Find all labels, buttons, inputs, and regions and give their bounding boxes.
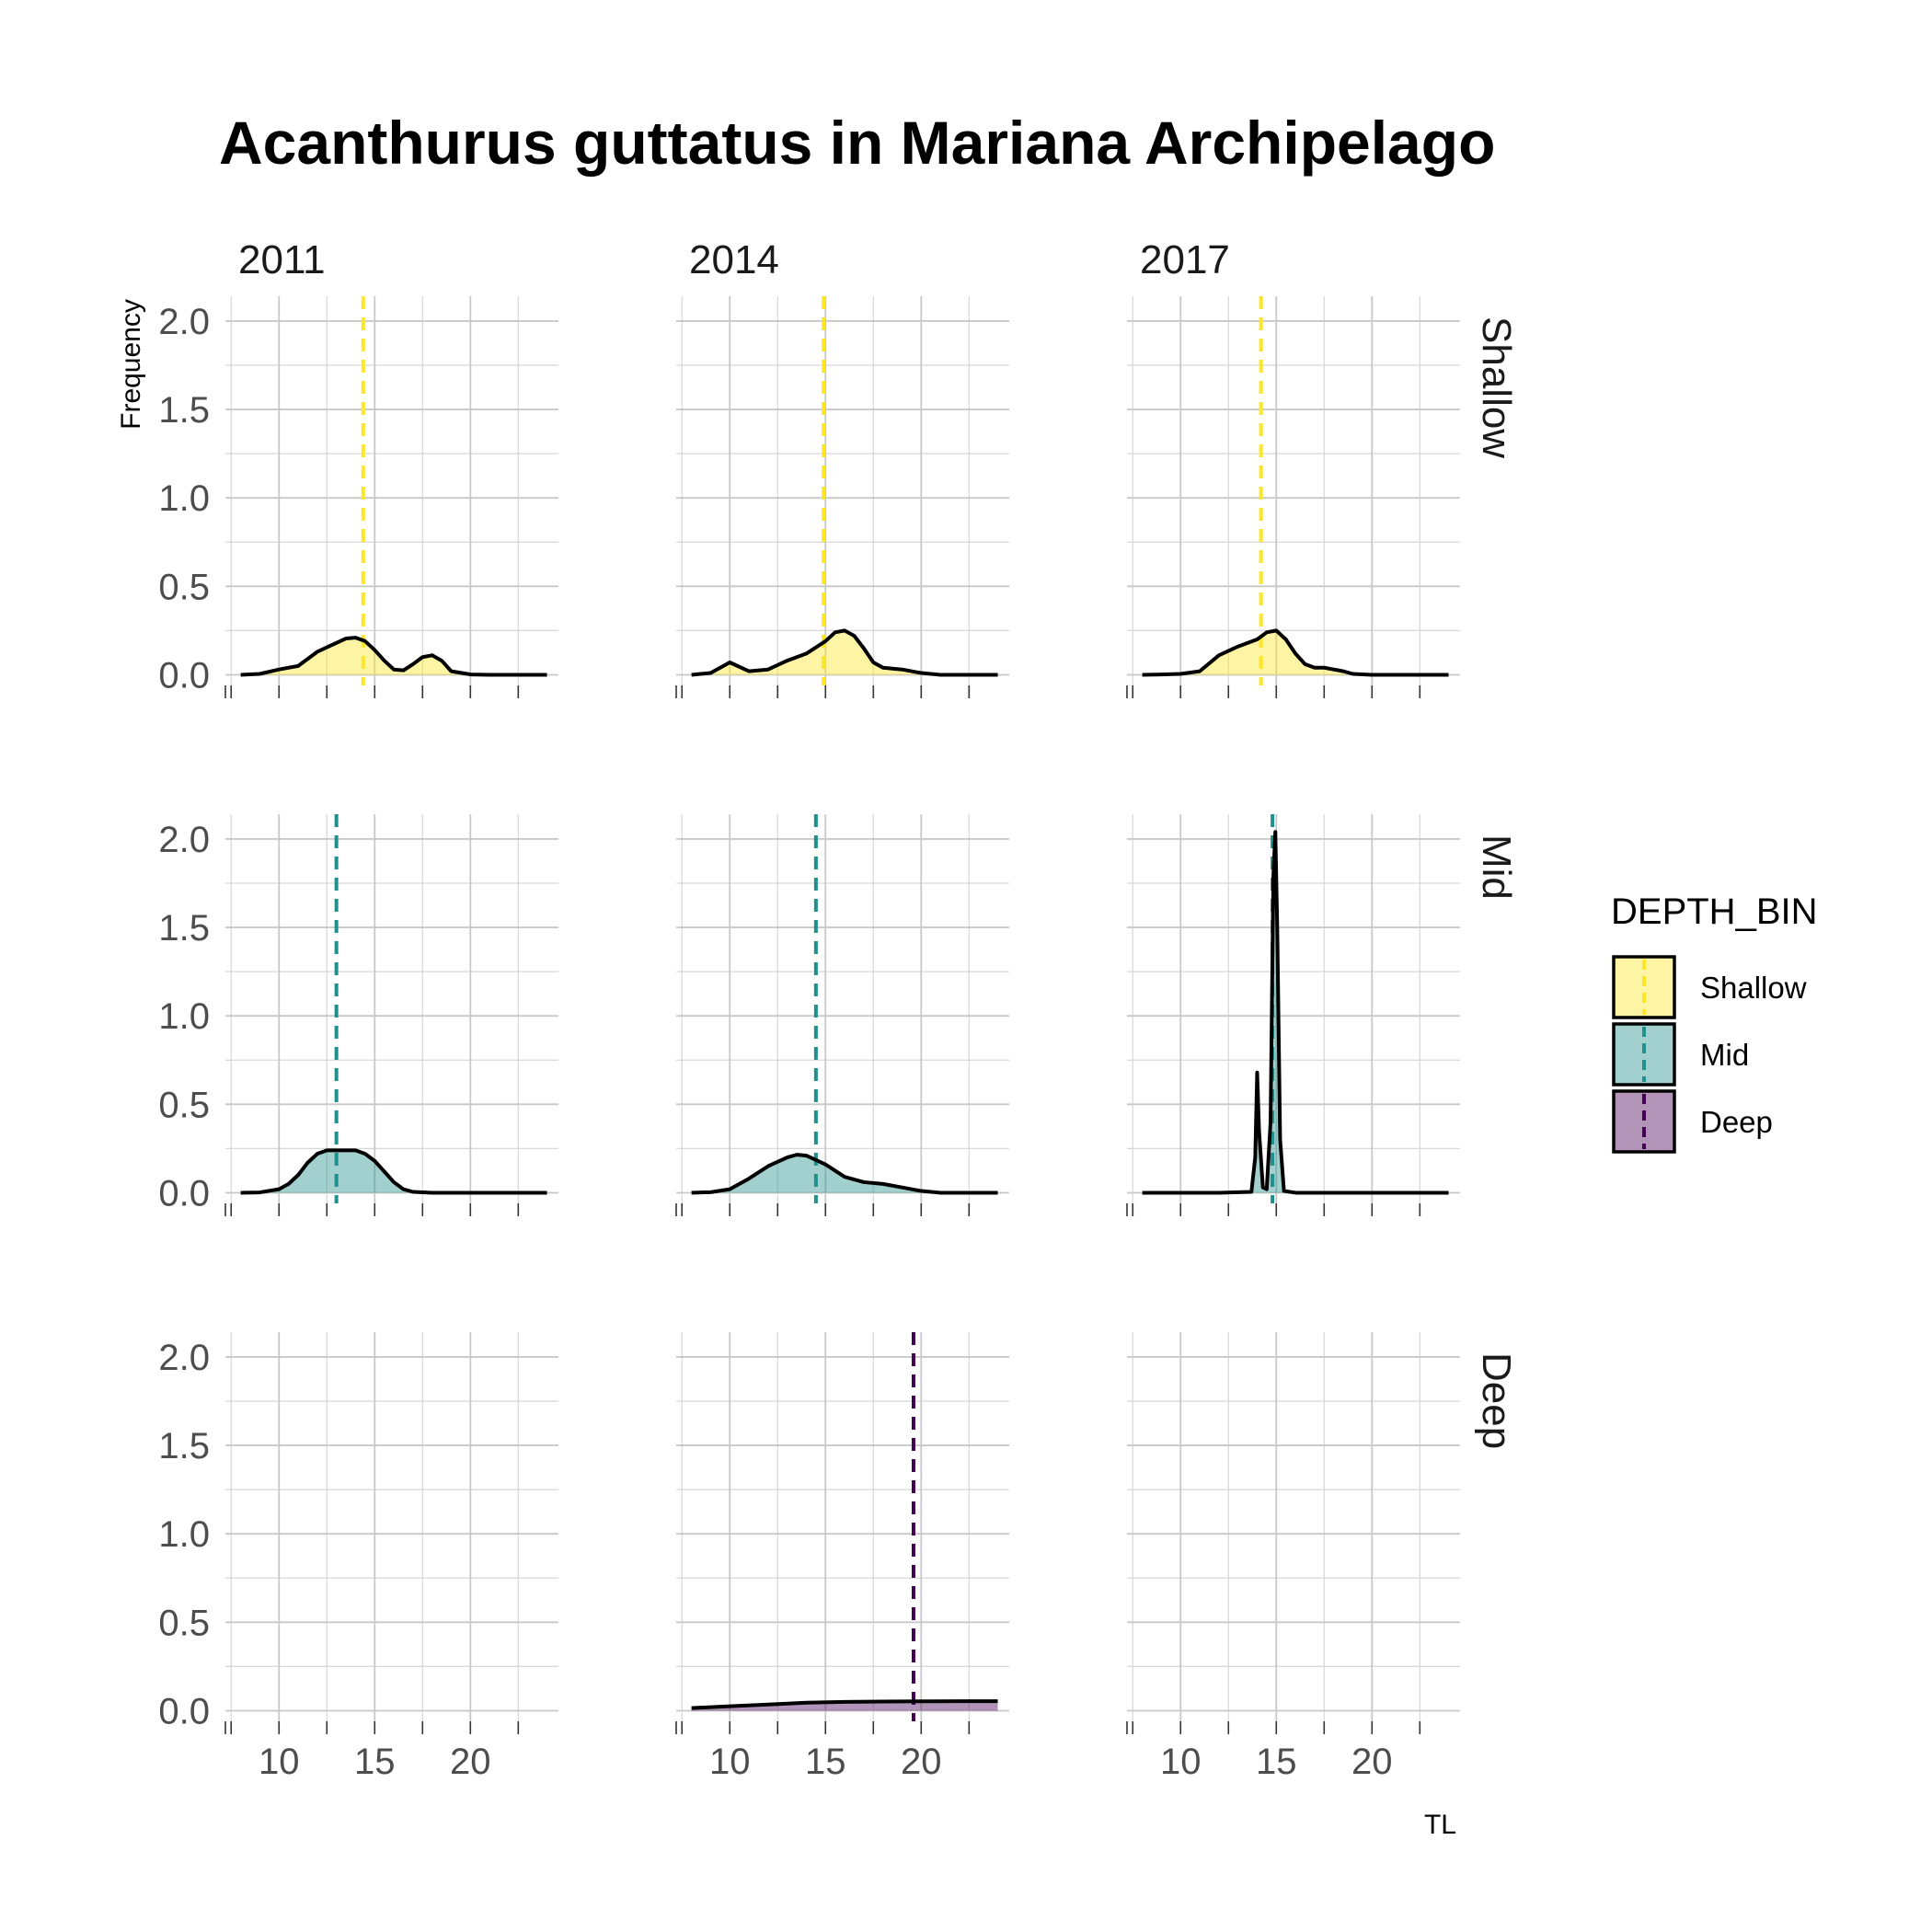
y-tick-label: 0.5 (158, 1085, 210, 1125)
facet-strip-mid: Mid (1474, 834, 1519, 900)
y-tick-label: 2.0 (158, 1338, 210, 1378)
panel-mid-2011: 0.0 0.5 1.0 1.5 2.0 (158, 814, 558, 1216)
density-area-shallow-2017 (1142, 630, 1449, 675)
y-tick-label: 1.5 (158, 1426, 210, 1466)
density-line-mid-2017 (1142, 830, 1449, 1195)
panel-shallow-2014 (675, 296, 1009, 698)
density-area-mid-2011 (240, 1150, 547, 1193)
y-tick-label: 1.0 (158, 996, 210, 1037)
density-area-mid-2017 (1142, 832, 1449, 1193)
density-area-mid-2014 (691, 1155, 998, 1193)
legend-title: DEPTH_BIN (1611, 891, 1818, 932)
y-axis-label: Frequency (116, 299, 146, 430)
y-tick-label: 0.0 (158, 1691, 210, 1731)
panel-shallow-2017 (1126, 296, 1460, 698)
facet-strip-shallow: Shallow (1474, 316, 1519, 458)
density-line-shallow-2017 (1142, 628, 1449, 677)
y-tick-label: 0.5 (158, 1603, 210, 1643)
x-tick-label: 20 (450, 1742, 491, 1782)
y-tick-label: 1.0 (158, 1514, 210, 1555)
legend-key-shallow (1612, 955, 1676, 1019)
x-tick-label: 10 (259, 1742, 300, 1782)
x-axis-label: TL (1424, 1810, 1456, 1840)
x-tick-label: 20 (1351, 1742, 1393, 1782)
facet-strip-deep: Deep (1474, 1352, 1519, 1449)
legend-label-deep: Deep (1700, 1105, 1773, 1139)
density-line-shallow-2014 (691, 628, 998, 677)
facet-strip-2014: 2014 (689, 237, 779, 282)
y-tick-label: 0.5 (158, 567, 210, 607)
legend-entry-mid: Mid (1612, 1022, 1749, 1087)
legend-entry-shallow: Shallow (1612, 955, 1807, 1019)
panel-deep-2014: 10 15 20 (675, 1332, 1009, 1782)
density-area-shallow-2011 (240, 638, 547, 675)
legend: DEPTH_BIN Shallow Mid Deep (1611, 891, 1818, 1154)
y-tick-label: 0.0 (158, 1173, 210, 1213)
facet-strip-2017: 2017 (1140, 237, 1230, 282)
density-area-deep-2014 (691, 1701, 998, 1711)
panel-mid-2017 (1126, 814, 1460, 1216)
panel-shallow-2011: 0.0 0.5 1.0 1.5 2.0 (158, 296, 558, 698)
x-tick-label: 20 (901, 1742, 942, 1782)
x-tick-label: 15 (354, 1742, 396, 1782)
legend-entry-deep: Deep (1612, 1089, 1773, 1154)
panel-deep-2011: 0.0 0.5 1.0 1.5 2.0 10 15 20 (158, 1332, 558, 1782)
panel-mid-2014 (675, 814, 1009, 1216)
legend-label-shallow: Shallow (1700, 971, 1807, 1005)
x-tick-label: 15 (1256, 1742, 1297, 1782)
x-tick-label: 10 (1160, 1742, 1202, 1782)
y-tick-label: 1.5 (158, 908, 210, 949)
density-line-deep-2014 (691, 1699, 998, 1710)
panel-deep-2017: 10 15 20 (1126, 1332, 1460, 1782)
facet-panels: 2011 2014 2017 Shallow Mid Deep 0.0 0.5 1.0 1.5 2.… (158, 237, 1519, 1782)
x-tick-label: 10 (709, 1742, 751, 1782)
y-tick-label: 2.0 (158, 820, 210, 860)
density-line-shallow-2011 (240, 636, 547, 677)
y-tick-label: 1.0 (158, 478, 210, 519)
density-area-shallow-2014 (691, 630, 998, 675)
y-tick-label: 1.5 (158, 390, 210, 431)
chart-title: Acanthurus guttatus in Mariana Archipela… (219, 109, 1495, 177)
density-line-mid-2014 (691, 1153, 998, 1195)
density-line-mid-2011 (240, 1148, 547, 1195)
y-tick-label: 2.0 (158, 302, 210, 342)
facet-strip-2011: 2011 (238, 237, 326, 282)
legend-label-mid: Mid (1700, 1038, 1749, 1072)
x-tick-label: 15 (805, 1742, 846, 1782)
y-tick-label: 0.0 (158, 655, 210, 696)
